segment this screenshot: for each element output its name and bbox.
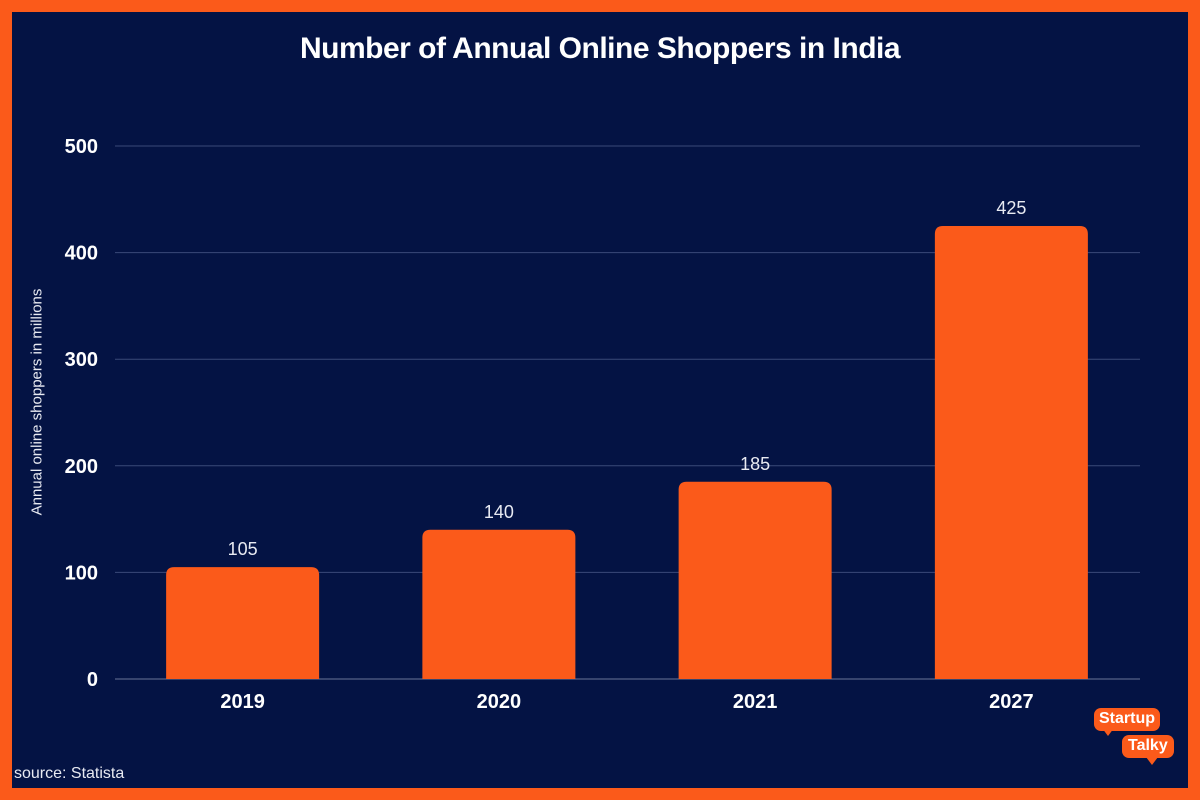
y-tick-label: 300 bbox=[65, 349, 98, 371]
bar-2019 bbox=[166, 567, 320, 679]
x-tick-label: 2021 bbox=[733, 691, 778, 713]
logo-bubble-tail bbox=[1102, 728, 1114, 736]
data-label: 105 bbox=[228, 539, 258, 559]
bar-2020 bbox=[422, 529, 576, 679]
y-tick-label: 100 bbox=[65, 562, 98, 584]
startuptalky-logo: Startup Talky bbox=[1094, 708, 1174, 770]
y-tick-label: 400 bbox=[65, 243, 98, 265]
data-label: 425 bbox=[996, 198, 1026, 218]
data-label: 185 bbox=[740, 454, 770, 474]
x-tick-label: 2020 bbox=[477, 691, 522, 713]
x-tick-label: 2027 bbox=[989, 691, 1034, 713]
chart-title: Number of Annual Online Shoppers in Indi… bbox=[299, 32, 901, 65]
bar-2027 bbox=[934, 225, 1088, 679]
logo-text-bottom: Talky bbox=[1122, 735, 1174, 758]
y-tick-label: 200 bbox=[65, 456, 98, 478]
logo-bubble-tail bbox=[1146, 757, 1158, 765]
data-label: 140 bbox=[484, 502, 514, 522]
source-note: source: Statista bbox=[14, 765, 125, 782]
y-tick-label: 0 bbox=[87, 669, 98, 691]
x-tick-label: 2019 bbox=[220, 691, 265, 713]
y-tick-label: 500 bbox=[65, 136, 98, 158]
bar-2021 bbox=[678, 481, 832, 679]
logo-text-top: Startup bbox=[1094, 708, 1160, 731]
